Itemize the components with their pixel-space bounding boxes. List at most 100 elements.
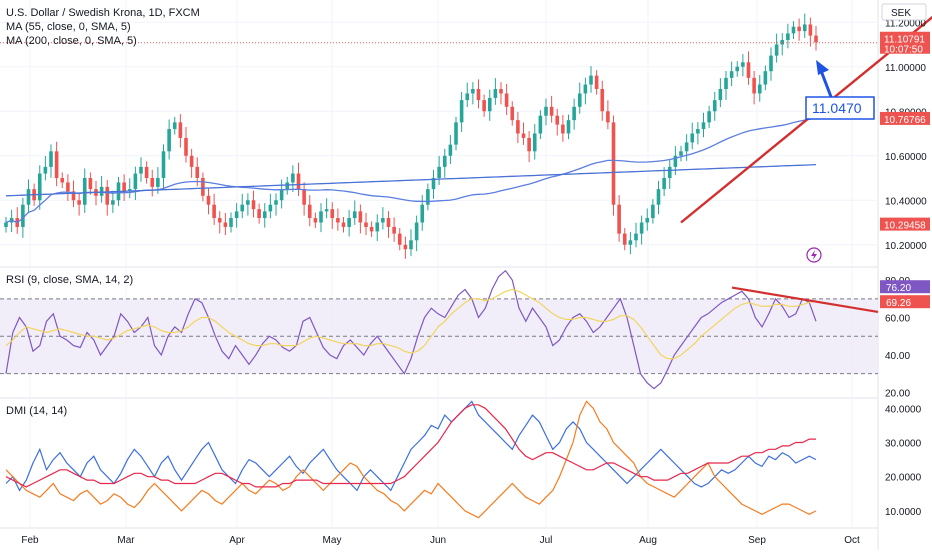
candle-body: [167, 129, 171, 152]
adx-line: [5, 404, 816, 488]
candle-body: [229, 218, 233, 227]
dmi-legend: DMI (14, 14): [6, 405, 67, 417]
candle-body: [122, 182, 126, 192]
candle-body: [234, 211, 239, 219]
candle-body: [217, 218, 222, 223]
candle-body: [752, 77, 756, 94]
candle-body: [701, 122, 706, 130]
candle-body: [696, 129, 700, 134]
candle-body: [414, 222, 419, 241]
candle-body: [549, 106, 554, 116]
candle-body: [105, 186, 110, 205]
candle-body: [431, 178, 436, 190]
candle-body: [594, 75, 599, 89]
month-label: Sep: [748, 535, 766, 546]
candle-body: [527, 137, 531, 152]
candle-body: [471, 89, 475, 94]
candle-body: [504, 93, 509, 107]
candle-body: [589, 75, 593, 85]
ma55-value-label-bg: [880, 111, 930, 125]
ma55-legend: MA (55, close, 0, SMA, 5): [6, 21, 131, 33]
candle-body: [88, 178, 93, 190]
candle-body: [561, 124, 565, 134]
candle-body: [651, 204, 655, 219]
candle-body: [381, 218, 385, 223]
candle-body: [201, 178, 205, 196]
candle-body: [240, 204, 245, 212]
rsi-trendline: [731, 286, 879, 313]
dmi-tick-label: 10.0000: [885, 507, 922, 518]
candle-body: [690, 133, 695, 143]
month-label: Aug: [639, 535, 657, 546]
ma200-line: [5, 163, 817, 197]
callout-value: 11.0470: [812, 100, 862, 116]
candle-body: [639, 222, 644, 234]
candle-body: [364, 222, 368, 227]
candle-body: [77, 200, 81, 205]
candle-body: [420, 204, 425, 223]
candle-body: [516, 120, 520, 134]
candle-body: [572, 106, 576, 121]
axes: 11.2000011.0000010.8000010.6000010.40000…: [21, 18, 927, 546]
candle-body: [37, 173, 42, 201]
candle-body: [279, 189, 284, 201]
candle-body: [139, 166, 143, 174]
candle-body: [302, 189, 306, 205]
currency-label: SEK: [891, 8, 911, 19]
candle-body: [802, 24, 807, 32]
candle-body: [735, 66, 740, 72]
candle-body: [521, 133, 526, 138]
candle-body: [718, 89, 723, 101]
candle-body: [144, 166, 149, 178]
candle-body: [791, 26, 796, 34]
chart-title: U.S. Dollar / Swedish Krona, 1D, FXCM: [6, 7, 200, 19]
candle-body: [397, 233, 402, 245]
candle-body: [555, 115, 560, 125]
indicator-lines: [5, 117, 817, 519]
candle-body: [184, 137, 188, 156]
month-label: Jul: [540, 535, 553, 546]
dmi-tick-label: 40.0000: [885, 404, 922, 415]
currency-chip[interactable]: [881, 3, 927, 21]
month-label: Jun: [430, 535, 446, 546]
candle-body: [538, 115, 543, 134]
candle-body: [43, 166, 48, 174]
ma200-legend: MA (200, close, 0, SMA, 5): [6, 35, 137, 47]
candle-body: [459, 100, 464, 123]
rsi-band: [0, 298, 878, 375]
candle-body: [212, 204, 216, 219]
candle-body: [476, 89, 481, 101]
candle-body: [257, 209, 261, 219]
dmi-tick-label: 20.0000: [885, 473, 922, 484]
candle-body: [26, 189, 31, 205]
candle-body: [307, 204, 312, 219]
price-tick-label: 10.20000: [885, 241, 927, 252]
candle-body: [645, 218, 650, 223]
candle-body: [178, 122, 183, 138]
rsi-ma-value-label: 69.26: [886, 298, 911, 309]
candle-body: [223, 222, 228, 227]
plus-di-line: [5, 400, 817, 492]
month-label: May: [323, 535, 342, 546]
ma55-value-label: 10.76766: [884, 115, 926, 126]
candle-body: [667, 166, 672, 178]
month-label: Mar: [117, 535, 135, 546]
rsi-band-fill: [0, 298, 878, 374]
rsi-ma-line: [5, 288, 817, 360]
minus-di-line: [5, 400, 817, 519]
candle-body: [510, 106, 515, 121]
candle-body: [763, 71, 768, 85]
rsi-tick-label: 20.00: [885, 388, 910, 399]
candles: [4, 13, 818, 259]
candle-body: [330, 209, 335, 219]
ma200-value-label: 10.29458: [884, 221, 926, 232]
candle-body: [724, 77, 728, 89]
candle-body: [622, 233, 627, 245]
candle-body: [291, 173, 295, 183]
candle-body: [4, 222, 8, 227]
candle-body: [746, 62, 751, 78]
month-label: Oct: [844, 535, 860, 546]
rsi-value-label: 76.20: [886, 283, 911, 294]
